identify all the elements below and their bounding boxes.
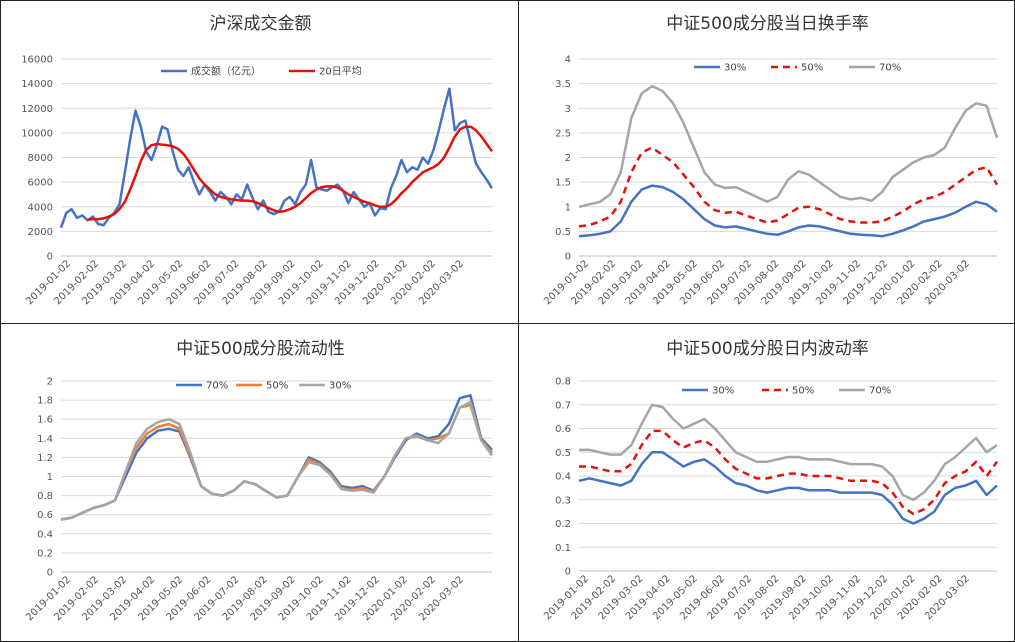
series-line-2 [60, 400, 494, 521]
series-line-1 [578, 146, 999, 228]
legend-label: 成交额（亿元） [191, 65, 261, 78]
y-tick-label: 0.8 [555, 377, 571, 388]
y-tick-label: 3 [565, 104, 571, 115]
y-tick-label: 1 [47, 472, 53, 483]
legend-label: 30% [724, 63, 746, 74]
y-tick-label: 0.8 [37, 491, 53, 502]
y-tick-label: 16000 [21, 55, 53, 66]
y-tick-label: 1.6 [37, 415, 53, 426]
y-tick-label: 4 [565, 55, 571, 66]
y-tick-label: 12000 [21, 104, 53, 115]
legend-label: 70% [206, 381, 228, 392]
legend-label: 50% [792, 386, 814, 397]
y-tick-label: 1.8 [37, 396, 53, 407]
y-tick-label: 10000 [21, 128, 53, 139]
series-line-1 [87, 125, 494, 221]
y-tick-label: 0 [565, 567, 571, 578]
y-tick-label: 6000 [28, 178, 53, 189]
panel-liquidity: 中证500成分股流动性 0 0.2 0.4 0.6 0.8 1 1.2 1.4 1.6 1.8 2 20… [0, 323, 519, 642]
y-tick-label: 0.4 [555, 472, 571, 483]
y-tick-label: 0.1 [555, 543, 571, 554]
chart-title: 中证500成分股日内波动率 [666, 339, 868, 359]
panel-turnover-rate: 中证500成分股当日换手率 0 0.5 1 1.5 2 2.5 3 3.5 4 2019-01-02… [518, 0, 1015, 324]
y-tick-label: 14000 [21, 79, 53, 90]
y-tick-label: 2 [47, 377, 53, 388]
series-line-2 [578, 84, 999, 209]
series-line-0 [578, 184, 998, 238]
series-line-0 [578, 451, 998, 525]
chart-turnover: 沪深成交金额 0 2000 4000 6000 8000 10000 12000 14000 16… [21, 14, 494, 307]
series-line-0 [59, 87, 494, 229]
y-tick-label: 0.7 [555, 400, 571, 411]
y-tick-label: 0.4 [37, 529, 53, 540]
y-tick-label: 0.6 [37, 510, 53, 521]
legend-label: 70% [879, 63, 901, 74]
y-tick-label: 0.6 [555, 424, 571, 435]
y-tick-label: 0 [47, 568, 53, 579]
legend-label: 50% [801, 63, 823, 74]
y-tick-label: 0 [47, 252, 53, 263]
y-tick-label: 0 [565, 252, 571, 263]
y-tick-label: 1.2 [37, 453, 53, 464]
series-line-1 [60, 403, 493, 521]
chart-turnover-rate: 中证500成分股当日换手率00.511.522.533.542019-01-02… [542, 14, 999, 307]
y-tick-label: 0.3 [555, 495, 571, 506]
y-tick-label: 2000 [28, 227, 53, 238]
y-tick-label: 2 [565, 153, 571, 164]
chart-volatility: 中证500成分股日内波动率00.10.20.30.40.50.60.70.820… [542, 339, 999, 622]
y-tick-label: 0.2 [555, 519, 571, 530]
y-tick-label: 3.5 [555, 79, 571, 90]
panel-volatility: 中证500成分股日内波动率 0 0.1 0.2 0.3 0.4 0.5 0.6 0.7 0.8 20… [518, 323, 1015, 642]
legend-label: 50% [266, 381, 288, 392]
chart-title: 沪深成交金额 [210, 14, 312, 34]
y-tick-label: 1.4 [37, 434, 53, 445]
panel-turnover: 沪深成交金额 0 2000 4000 6000 8000 10000 12000 14000 16… [0, 0, 519, 324]
series-line-2 [579, 403, 998, 502]
y-tick-label: 0.5 [555, 448, 571, 459]
y-tick-label: 1 [565, 202, 571, 213]
y-tick-label: 4000 [28, 202, 53, 213]
chart-liquidity: 中证500成分股流动性00.20.40.60.811.21.41.61.8220… [24, 339, 494, 623]
y-tick-label: 0.2 [37, 548, 53, 559]
y-tick-label: 0.5 [555, 227, 571, 238]
series-line-1 [579, 429, 999, 516]
chart-title: 中证500成分股流动性 [176, 339, 344, 359]
legend-label: 20日平均 [319, 66, 362, 78]
y-tick-label: 1.5 [555, 178, 571, 189]
legend-label: 70% [869, 386, 891, 397]
y-tick-label: 8000 [28, 153, 53, 164]
legend-label: 30% [712, 386, 734, 397]
legend-label: 30% [329, 381, 351, 392]
chart-title: 中证500成分股当日换手率 [666, 14, 868, 34]
y-tick-label: 2.5 [555, 128, 571, 139]
